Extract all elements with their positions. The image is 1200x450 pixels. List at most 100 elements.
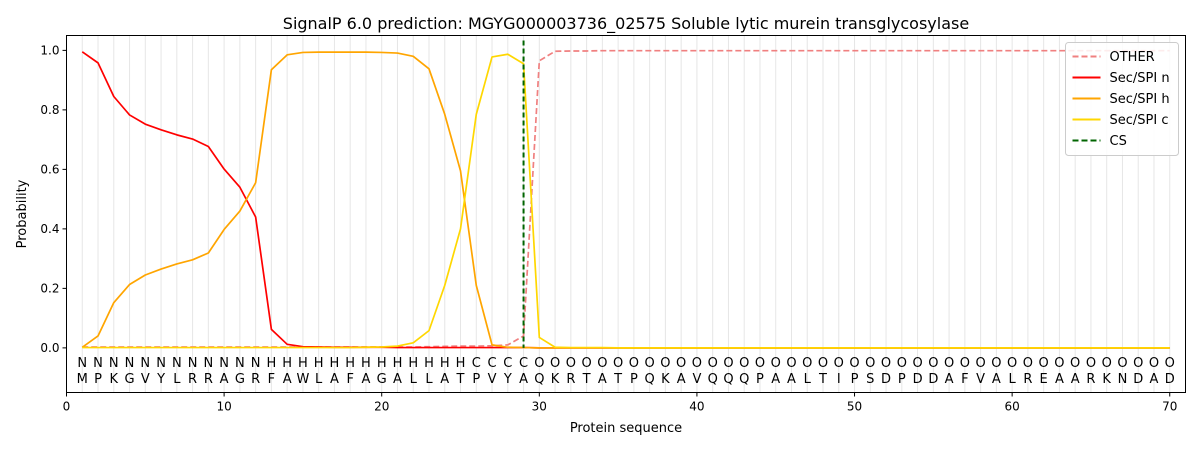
region-label: H [393,356,403,371]
residue-label: R [1086,372,1095,387]
residue-label: T [613,372,622,387]
x-tick-label: 40 [689,400,704,414]
region-label: O [1117,356,1127,371]
region-label: O [566,356,576,371]
residue-label: R [566,372,575,387]
residue-label: Y [503,372,512,387]
residue-label: A [945,372,954,387]
y-tick-label: 0.8 [40,103,59,117]
region-label: N [251,356,261,371]
legend-box [1065,42,1179,156]
region-label: O [660,356,670,371]
region-label: N [188,356,198,371]
region-label: O [1086,356,1096,371]
region-label: O [881,356,891,371]
region-label: O [865,356,875,371]
axes: 0 10 20 30 40 50 60 70 0.0 0.2 0.4 0.6 0.8 1.0 [40,43,1177,413]
y-tick-label: 1.0 [40,43,59,57]
residue-label: F [346,372,353,387]
residue-label: W [296,372,309,387]
region-label: O [645,356,655,371]
region-label: H [330,356,340,371]
residue-label: V [976,372,985,387]
region-label: O [550,356,560,371]
residue-label: A [771,372,780,387]
region-label: O [771,356,781,371]
residue-label: L [1009,372,1017,387]
residue-label: A [598,372,607,387]
residue-label: G [235,372,245,387]
residue-label: A [1071,372,1080,387]
region-label: N [203,356,213,371]
residue-label: Q [723,372,733,387]
residue-label: A [992,372,1001,387]
region-label: O [1102,356,1112,371]
region-label: C [503,356,512,371]
residue-label: K [551,372,560,387]
residue-label: L [804,372,812,387]
x-tick-label: 60 [1004,400,1019,414]
residue-label: A [361,372,370,387]
residue-label: Y [156,372,165,387]
region-label: N [140,356,150,371]
region-label: O [786,356,796,371]
residue-label: R [188,372,197,387]
x-axis-label: Protein sequence [570,421,682,436]
region-label: H [314,356,324,371]
legend: OTHER Sec/SPI n Sec/SPI h Sec/SPI c CS [1065,42,1179,156]
residue-label: P [898,372,906,387]
region-label: O [755,356,765,371]
region-label: O [802,356,812,371]
legend-label: Sec/SPI c [1110,113,1169,128]
x-tick-label: 70 [1162,400,1177,414]
residue-label: A [393,372,402,387]
residue-label: A [1150,372,1159,387]
residue-label: D [881,372,891,387]
residue-label: T [456,372,465,387]
region-label: N [77,356,87,371]
x-tick-label: 10 [216,400,231,414]
residue-label: D [1133,372,1143,387]
residue-label: R [251,372,260,387]
region-label: N [235,356,245,371]
residue-label: D [1165,372,1175,387]
residue-label: P [756,372,764,387]
region-label: O [1133,356,1143,371]
region-label: O [897,356,907,371]
legend-label: Sec/SPI n [1110,71,1170,86]
residue-label: G [377,372,387,387]
region-label: O [676,356,686,371]
region-label: N [172,356,182,371]
region-label: O [834,356,844,371]
region-label: O [629,356,639,371]
region-label: O [849,356,859,371]
region-label: O [1054,356,1064,371]
residue-label: K [110,372,119,387]
region-label: O [581,356,591,371]
residue-label: P [851,372,859,387]
residue-label: Q [739,372,749,387]
region-label: O [991,356,1001,371]
residue-label: D [928,372,938,387]
residue-label: F [268,372,275,387]
series-line-sec-spi-c [82,53,1170,349]
region-label: C [519,356,528,371]
residue-label: R [204,372,213,387]
x-tick-label: 20 [374,400,389,414]
residue-label: I [837,372,841,387]
region-label: N [125,356,135,371]
region-label: O [1165,356,1175,371]
residue-label: P [472,372,480,387]
region-label: N [93,356,103,371]
residue-label: L [410,372,418,387]
sequence-annotation: NMNPNKNGNVNYNLNRNRNANGNRHFHAHWHLHAHFHAHG… [77,356,1175,387]
residue-label: L [315,372,323,387]
residue-label: Q [708,372,718,387]
residue-label: R [1023,372,1032,387]
residue-label: A [220,372,229,387]
residue-label: V [488,372,497,387]
residue-label: T [582,372,591,387]
residue-label: S [866,372,874,387]
series-lines [81,49,1170,349]
